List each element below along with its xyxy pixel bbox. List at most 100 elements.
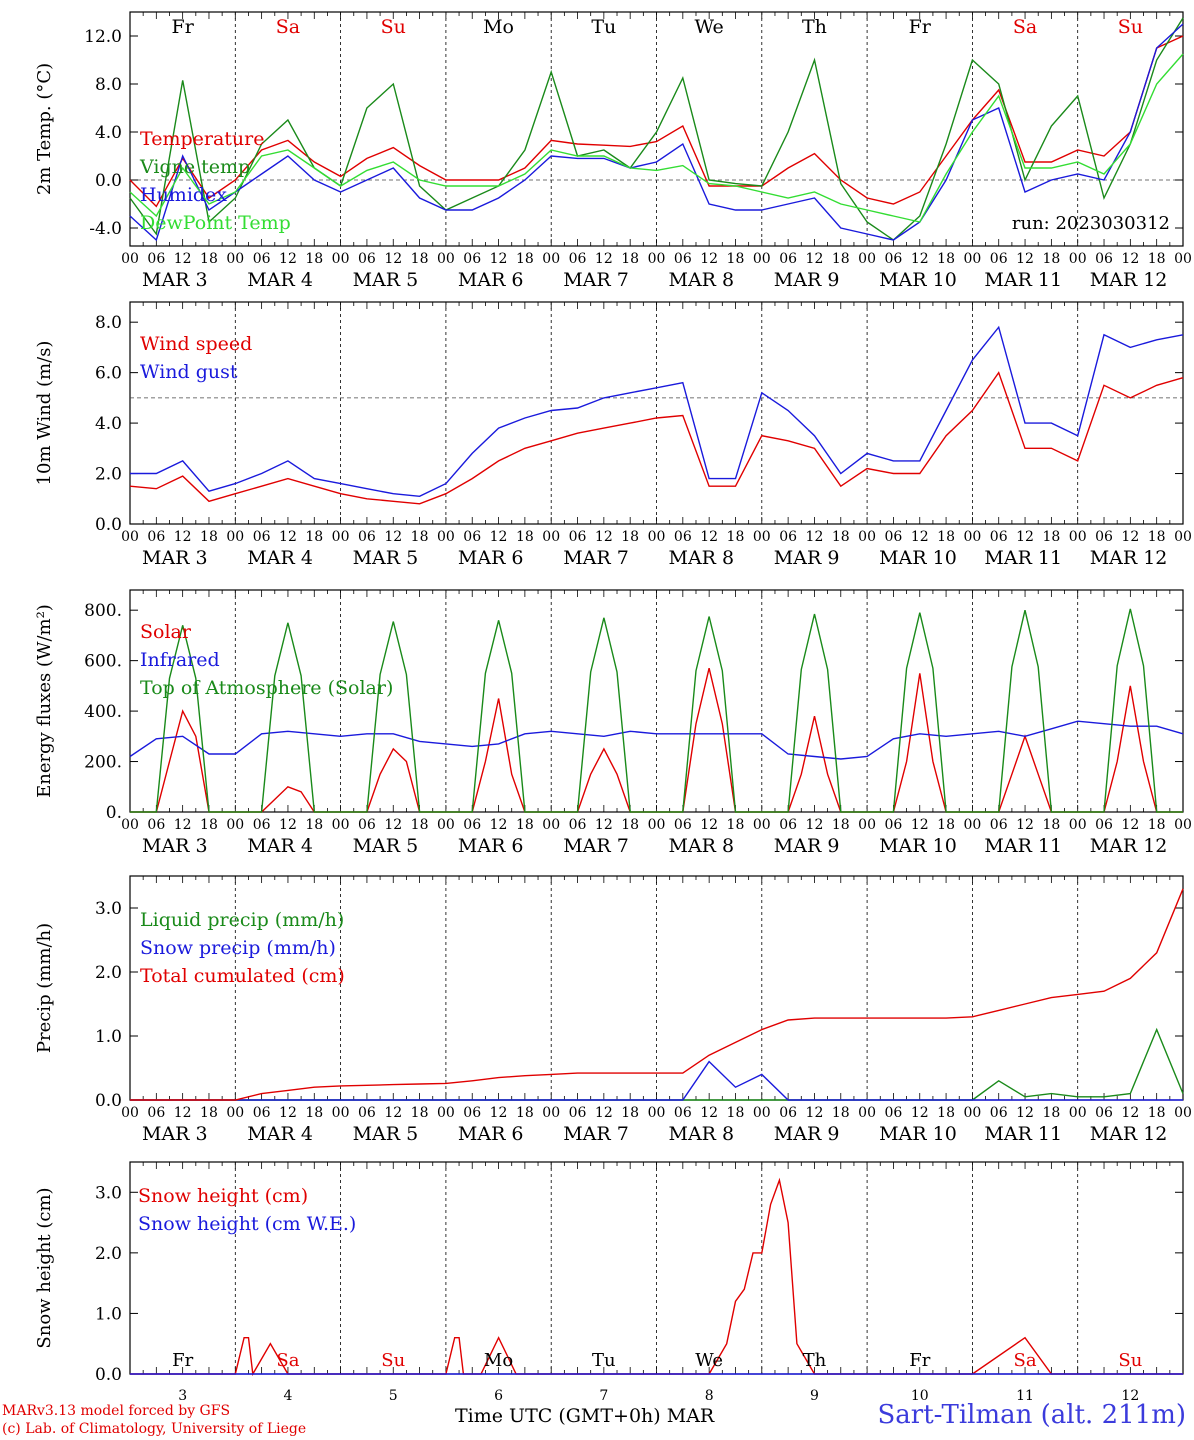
hour-tick-label: 12 xyxy=(1016,1105,1034,1121)
hour-tick-label: 00 xyxy=(226,1105,244,1121)
hour-tick-label: 18 xyxy=(621,817,639,833)
series-line xyxy=(130,1060,1183,1101)
legend-entry: Wind gust xyxy=(140,361,238,383)
hour-tick-label: 06 xyxy=(569,817,587,833)
hour-tick-label: 12 xyxy=(384,251,402,267)
hour-tick-label: 00 xyxy=(332,251,350,267)
hour-tick-label: 12 xyxy=(279,251,297,267)
site-label: Sart-Tilman (alt. 211m) xyxy=(877,1400,1186,1430)
hour-tick-label: 06 xyxy=(779,817,797,833)
hour-tick-label: 00 xyxy=(648,1105,666,1121)
hour-tick-label: 18 xyxy=(937,817,955,833)
hour-tick-label: 00 xyxy=(542,529,560,545)
hour-tick-label: 12 xyxy=(911,817,929,833)
date-label: MAR 11 xyxy=(984,547,1062,569)
hour-tick-label: 06 xyxy=(463,817,481,833)
y-tick-label: 0.0 xyxy=(95,171,122,191)
series-line xyxy=(130,888,1184,1101)
hour-tick-label: 00 xyxy=(963,817,981,833)
date-label: MAR 4 xyxy=(247,1123,313,1145)
hour-tick-label: 12 xyxy=(174,1105,192,1121)
day-number-label: 10 xyxy=(911,1388,929,1404)
hour-tick-label: 00 xyxy=(648,817,666,833)
hour-tick-label: 00 xyxy=(121,1105,139,1121)
hour-tick-label: 18 xyxy=(516,251,534,267)
y-tick-label: 0.0 xyxy=(95,1365,122,1385)
y-tick-label: 8.0 xyxy=(95,75,122,95)
hour-tick-label: 12 xyxy=(1016,817,1034,833)
hour-tick-label: 06 xyxy=(885,817,903,833)
hour-tick-label: 00 xyxy=(332,817,350,833)
hour-tick-label: 06 xyxy=(990,1105,1008,1121)
hour-tick-label: 00 xyxy=(858,251,876,267)
y-tick-label: 4.0 xyxy=(95,123,122,143)
hour-tick-label: 06 xyxy=(779,251,797,267)
y-axis-label: Energy fluxes (W/m²) xyxy=(34,604,55,798)
date-label: MAR 7 xyxy=(563,835,629,857)
hour-tick-label: 18 xyxy=(937,529,955,545)
weekday-label: Sa xyxy=(1013,16,1037,38)
hour-tick-label: 06 xyxy=(358,529,376,545)
hour-tick-label: 18 xyxy=(1148,251,1166,267)
hour-tick-label: 12 xyxy=(279,817,297,833)
hour-tick-label: 12 xyxy=(490,529,508,545)
legend-entry: Total cumulated (cm) xyxy=(140,965,345,987)
y-tick-label: 400. xyxy=(84,702,122,722)
date-label: MAR 12 xyxy=(1090,269,1168,291)
hour-tick-label: 12 xyxy=(384,1105,402,1121)
hour-tick-label: 12 xyxy=(806,251,824,267)
date-label: MAR 6 xyxy=(458,269,524,291)
hour-tick-label: 12 xyxy=(490,1105,508,1121)
hour-tick-label: 18 xyxy=(727,251,745,267)
hour-tick-label: 18 xyxy=(1148,817,1166,833)
hour-tick-label: 06 xyxy=(569,529,587,545)
date-label: MAR 4 xyxy=(247,547,313,569)
date-label: MAR 10 xyxy=(879,547,957,569)
hour-tick-label: 00 xyxy=(542,817,560,833)
hour-tick-label: 00 xyxy=(226,817,244,833)
hour-tick-label: 00 xyxy=(332,1105,350,1121)
weekday-label: Th xyxy=(802,16,827,38)
hour-tick-label: 00 xyxy=(226,529,244,545)
weekday-label: Su xyxy=(381,1350,405,1371)
time-axis-label: Time UTC (GMT+0h) MAR xyxy=(455,1405,714,1427)
date-label: MAR 4 xyxy=(247,269,313,291)
date-label: MAR 7 xyxy=(563,547,629,569)
weekday-label: We xyxy=(695,16,724,38)
weekday-label: Sa xyxy=(1014,1350,1037,1371)
hour-tick-label: 12 xyxy=(279,1105,297,1121)
weekday-label: Tu xyxy=(591,16,616,38)
hour-tick-label: 06 xyxy=(779,529,797,545)
day-number-label: 5 xyxy=(389,1388,398,1404)
y-tick-label: 800. xyxy=(84,601,122,621)
hour-tick-label: 18 xyxy=(1042,1105,1060,1121)
date-label: MAR 7 xyxy=(563,269,629,291)
day-number-label: 6 xyxy=(494,1388,503,1404)
y-axis-label: Snow height (cm) xyxy=(34,1187,55,1348)
day-number-label: 9 xyxy=(810,1388,819,1404)
hour-tick-label: 06 xyxy=(463,529,481,545)
legend-entry: Solar xyxy=(140,621,192,643)
hour-tick-label: 18 xyxy=(937,251,955,267)
hour-tick-label: 12 xyxy=(174,817,192,833)
hour-tick-label: 18 xyxy=(411,817,429,833)
hour-tick-label: 18 xyxy=(200,1105,218,1121)
hour-tick-label: 00 xyxy=(963,529,981,545)
hour-tick-label: 00 xyxy=(437,251,455,267)
hour-tick-label: 06 xyxy=(674,529,692,545)
hour-tick-label: 12 xyxy=(1121,251,1139,267)
date-label: MAR 8 xyxy=(669,1123,735,1145)
date-label: MAR 5 xyxy=(353,269,419,291)
date-label: MAR 8 xyxy=(669,835,735,857)
y-axis-label: 2m Temp. (°C) xyxy=(34,63,55,195)
hour-tick-label: 00 xyxy=(1069,817,1087,833)
hour-tick-label: 00 xyxy=(963,251,981,267)
hour-tick-label: 12 xyxy=(595,817,613,833)
date-label: MAR 12 xyxy=(1090,835,1168,857)
date-label: MAR 10 xyxy=(879,835,957,857)
weekday-label: Su xyxy=(1118,1350,1142,1371)
y-tick-label: 200. xyxy=(84,753,122,773)
hour-tick-label: 06 xyxy=(463,251,481,267)
hour-tick-label: 06 xyxy=(674,1105,692,1121)
